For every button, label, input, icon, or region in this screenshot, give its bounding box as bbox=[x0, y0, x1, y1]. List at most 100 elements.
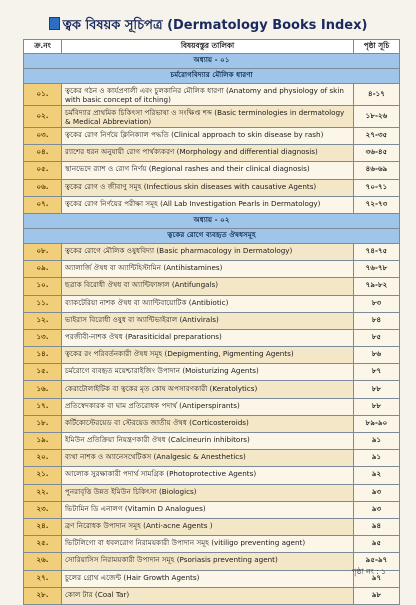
row-sl: ২০. bbox=[23, 449, 62, 468]
header-sl: ক্র.নং bbox=[23, 39, 62, 54]
row-page: ৭৬-৭৮ bbox=[353, 260, 400, 279]
row-page: ৮৮ bbox=[353, 380, 400, 399]
index-table-body: ক্র.নং বিষয়বস্তুর তালিকা পৃষ্ঠা সূচি অধ… bbox=[23, 39, 400, 605]
row-topic: ত্বকের রোগ ও জীবাণু সমূহ (Infectious ski… bbox=[61, 178, 354, 197]
table-row: ২৬. সোরিয়াসিস নিরাময়কারী উপাদান সমূহ (P… bbox=[23, 552, 400, 571]
row-topic: কোল টার (Coal Tar) bbox=[61, 586, 354, 605]
row-page: ৮৩ bbox=[353, 294, 400, 313]
row-topic: ভিটিলিগো বা ধবলরোগ নিরাময়কারী উপাদান সম… bbox=[61, 535, 354, 554]
table-row: ১৪. ত্বকের রং পরিবর্তনকারী ঔষধ সমূহ (Depi… bbox=[23, 346, 400, 365]
row-sl: ০৮. bbox=[23, 242, 62, 262]
row-sl: ০৯. bbox=[23, 260, 62, 279]
row-topic: চর্মবিদ্যার প্রাথমিক চিকিৎসা পরিভাষা ও স… bbox=[61, 105, 354, 128]
table-row: ২৮. কোল টার (Coal Tar) ৯৮ bbox=[23, 586, 400, 605]
row-topic: চর্মরোগে ব্যবহৃত ময়েশ্চারাইজিং উপাদান (… bbox=[61, 363, 354, 382]
row-page: ৯৫-৯৭ bbox=[353, 552, 400, 571]
table-row: ২০. ব্যথা নাশক ও অ্যানেসথেটিকস (Analgesic… bbox=[23, 449, 400, 468]
table-row: ১৭. প্রতিস্বেদকারক বা ঘাম প্রতিরোধক পদার্… bbox=[23, 397, 400, 416]
table-row: ০৩. ত্বকের রোগ নির্ণয়ে ক্লিনিক্যাল পদ্ধত… bbox=[23, 126, 400, 146]
row-page: ৯১ bbox=[353, 431, 400, 451]
table-row: ০২. চর্মবিদ্যার প্রাথমিক চিকিৎসা পরিভাষা … bbox=[23, 105, 400, 128]
chapter-2-name-row: ত্বকের রোগে ব্যবহৃত ঔষধসমূহ bbox=[23, 227, 400, 244]
table-row: ২৪. ব্রণ নিরোধক উপাদান সমূহ (Anti-acne Ag… bbox=[23, 517, 400, 537]
row-sl: ০৫. bbox=[23, 161, 62, 180]
row-sl: ১১. bbox=[23, 294, 62, 313]
row-page: ৮৯-৯০ bbox=[353, 414, 400, 434]
row-page: ৮৫ bbox=[353, 328, 400, 348]
row-topic: ব্যথা নাশক ও অ্যানেসথেটিকস (Analgesic & … bbox=[61, 449, 354, 468]
row-topic: আলোক সুরক্ষাকারী পদার্থ সামগ্রিক (Photop… bbox=[61, 466, 354, 485]
row-topic: ব্রণ নিরোধক উপাদান সমূহ (Anti-acne Agent… bbox=[61, 517, 354, 537]
row-sl: ২৮. bbox=[23, 586, 62, 605]
book-icon bbox=[48, 17, 60, 30]
row-sl: ১৯. bbox=[23, 431, 62, 451]
row-sl: ১০. bbox=[23, 277, 62, 296]
row-sl: ০৭. bbox=[23, 195, 62, 214]
table-row: ১০. ছত্রাক বিরোধী ঔষধ বা অ্যান্টিফাঙ্গাল … bbox=[23, 277, 400, 296]
page-title-text: ত্বক বিষয়ক সূচিপত্র (Dermatology Books … bbox=[62, 18, 368, 33]
row-sl: ০৪. bbox=[23, 144, 62, 163]
table-row: ২২. পুনরাবৃত্তি উন্নত ইমিউন চিকিৎসা (Biol… bbox=[23, 483, 400, 502]
row-page: ৪৬-৬৯ bbox=[353, 161, 400, 180]
row-sl: ২১. bbox=[23, 466, 62, 485]
row-sl: ০৩. bbox=[23, 126, 62, 146]
row-sl: ২৪. bbox=[23, 517, 62, 537]
table-row: ১১. ব্যাকটেরিয়া নাশক ঔষধ বা অ্যান্টিবায়… bbox=[23, 294, 400, 313]
chapter-1-label-row: অধ্যায় - ০১ bbox=[23, 53, 400, 69]
table-header-row: ক্র.নং বিষয়বস্তুর তালিকা পৃষ্ঠা সূচি bbox=[23, 39, 400, 54]
row-sl: ১৩. bbox=[23, 328, 62, 348]
row-sl: ১৫. bbox=[23, 363, 62, 382]
row-page: ২৭-৩৫ bbox=[353, 126, 400, 146]
row-sl: ১৪. bbox=[23, 346, 62, 365]
row-topic: পরজীবী-নাশক ঔষধ (Parasiticidal preparati… bbox=[61, 328, 354, 348]
table-row: ০৯. অ্যালার্জি ঔষধ বা অ্যান্টিহিস্টামিন (… bbox=[23, 260, 400, 279]
row-topic: ইমিউন প্রতিক্রিয়া নিয়ন্ত্রণকারী ঔষধ (C… bbox=[61, 431, 354, 451]
chapter-2-label-row: অধ্যায় - ০২ bbox=[23, 212, 400, 229]
table-row: ১৫. চর্মরোগে ব্যবহৃত ময়েশ্চারাইজিং উপাদা… bbox=[23, 363, 400, 382]
row-topic: ছত্রাক বিরোধী ঔষধ বা অ্যান্টিফাঙ্গাল (An… bbox=[61, 277, 354, 296]
row-page: ৮৭ bbox=[353, 363, 400, 382]
row-page: ৮৪ bbox=[353, 311, 400, 330]
table-row: ০১. ত্বকের গঠন ও কার্যপ্রণালী এবং চুলকানি… bbox=[23, 83, 400, 106]
row-sl: ১৬. bbox=[23, 380, 62, 399]
table-row: ২৫. ভিটিলিগো বা ধবলরোগ নিরাময়কারী উপাদান… bbox=[23, 535, 400, 554]
page-title: ত্বক বিষয়ক সূচিপত্র (Dermatology Books … bbox=[0, 16, 416, 37]
row-page: ৭০-৭১ bbox=[353, 178, 400, 197]
row-topic: অ্যালার্জি ঔষধ বা অ্যান্টিহিস্টামিন (Ant… bbox=[61, 260, 354, 279]
row-page: ১৮-২৬ bbox=[353, 105, 400, 128]
row-page: ৩৬-৪৫ bbox=[353, 144, 400, 163]
table-row: ১৬. কেরাটোলাইটিক বা ত্বকের মৃত কোষ অপসারণ… bbox=[23, 380, 400, 399]
chapter-2-name: ত্বকের রোগে ব্যবহৃত ঔষধসমূহ bbox=[23, 227, 400, 244]
row-page: ৯৪ bbox=[353, 517, 400, 537]
row-page: ৪-১৭ bbox=[353, 83, 400, 106]
row-page: ৭৪-৭৫ bbox=[353, 242, 400, 262]
table-row: ১৮. কর্টিকোস্টেরয়েড বা স্টেরয়েড জাতীয় … bbox=[23, 414, 400, 434]
row-sl: ২৩. bbox=[23, 500, 62, 519]
row-page: ৯৩ bbox=[353, 483, 400, 502]
row-topic: স্থানভেদে র‍্যাশ ও রোগ নির্ণয় (Regional… bbox=[61, 161, 354, 180]
row-page: ৭২-৭৩ bbox=[353, 195, 400, 214]
row-topic: কর্টিকোস্টেরয়েড বা স্টেরয়েড জাতীয় ঔষধ… bbox=[61, 414, 354, 434]
chapter-2-label: অধ্যায় - ০২ bbox=[23, 212, 400, 229]
row-topic: সোরিয়াসিস নিরাময়কারী উপাদান সমূহ (Psor… bbox=[61, 552, 354, 571]
row-topic: ত্বকের রং পরিবর্তনকারী ঔষধ সমূহ (Depigme… bbox=[61, 346, 354, 365]
row-page: ৮৬ bbox=[353, 346, 400, 365]
row-page: ৯৮ bbox=[353, 586, 400, 605]
row-topic: প্রতিস্বেদকারক বা ঘাম প্রতিরোধক পদার্থ (… bbox=[61, 397, 354, 416]
row-page: ৯১ bbox=[353, 449, 400, 468]
row-page: ৯২ bbox=[353, 466, 400, 485]
table-row: ১৯. ইমিউন প্রতিক্রিয়া নিয়ন্ত্রণকারী ঔষধ… bbox=[23, 431, 400, 451]
row-topic: ত্বকের রোগ নির্ণয়ের পরীক্ষা সমূহ (All L… bbox=[61, 195, 354, 214]
row-topic: ভিটামিন ডি এনালগ (Vitamin D Analogues) bbox=[61, 500, 354, 519]
row-topic: পুনরাবৃত্তি উন্নত ইমিউন চিকিৎসা (Biologi… bbox=[61, 483, 354, 502]
table-row: ০৭. ত্বকের রোগ নির্ণয়ের পরীক্ষা সমূহ (Al… bbox=[23, 195, 400, 214]
row-sl: ১৮. bbox=[23, 414, 62, 434]
row-sl: ২৭. bbox=[23, 569, 62, 588]
row-topic: ভাইরাস বিরোধী ওষুধ বা অ্যান্টিভাইরাল (An… bbox=[61, 311, 354, 330]
row-page: ৯৭ bbox=[353, 569, 400, 588]
page-number: পৃষ্ঠা নং : ১ bbox=[351, 567, 386, 576]
row-sl: ০১. bbox=[23, 83, 62, 106]
index-table: ক্র.নং বিষয়বস্তুর তালিকা পৃষ্ঠা সূচি অধ… bbox=[23, 39, 400, 605]
row-page: ৮৮ bbox=[353, 397, 400, 416]
table-row: ১২. ভাইরাস বিরোধী ওষুধ বা অ্যান্টিভাইরাল … bbox=[23, 311, 400, 330]
